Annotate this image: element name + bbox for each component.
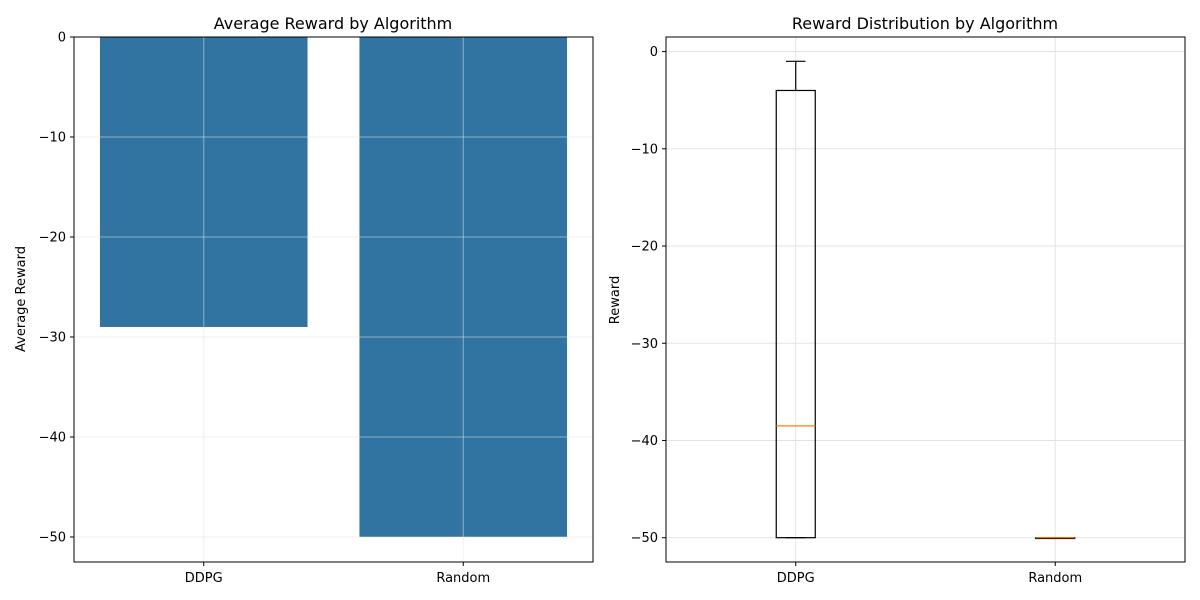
y-tick-label: −20 xyxy=(631,240,658,255)
bar-chart-title: Average Reward by Algorithm xyxy=(214,14,453,33)
y-tick-label: −20 xyxy=(39,231,66,246)
y-tick-label: −50 xyxy=(39,531,66,546)
bar-chart-x-ticks: DDPG Random xyxy=(185,562,490,586)
y-tick-label: −10 xyxy=(39,131,66,146)
y-tick-label: 0 xyxy=(58,31,66,46)
y-tick-label: −50 xyxy=(631,531,658,546)
box-chart-x-ticks: DDPG Random xyxy=(777,562,1082,586)
box-chart-title: Reward Distribution by Algorithm xyxy=(792,14,1058,33)
x-tick-label: Random xyxy=(1028,571,1082,586)
y-tick-label: −40 xyxy=(631,434,658,449)
box-chart: 0 −10 −20 −30 −40 −50 DDPG Random Reward Distr… xyxy=(608,14,1186,586)
y-tick-label: −40 xyxy=(39,431,66,446)
box-chart-boxes xyxy=(775,60,1076,540)
box-chart-y-axis-label: Reward xyxy=(608,276,623,324)
bar-chart: 0 −10 −20 −30 −40 −50 DDPG Random Average Rewa… xyxy=(14,14,594,586)
x-tick-label: DDPG xyxy=(185,571,223,586)
bar-chart-bars xyxy=(99,37,568,537)
box-chart-grid xyxy=(666,37,1185,562)
bar-chart-grid xyxy=(74,36,593,562)
y-tick-label: −30 xyxy=(39,331,66,346)
box-ddpg xyxy=(775,89,816,539)
bar-chart-y-ticks: 0 −10 −20 −30 −40 −50 xyxy=(39,31,74,546)
x-tick-label: Random xyxy=(436,571,490,586)
y-tick-label: 0 xyxy=(650,45,658,60)
bar-chart-y-axis-label: Average Reward xyxy=(14,246,29,352)
box-chart-y-ticks: 0 −10 −20 −30 −40 −50 xyxy=(631,45,666,546)
x-tick-label: DDPG xyxy=(777,571,815,586)
bar-chart-axes-frame xyxy=(73,36,594,563)
y-tick-label: −30 xyxy=(631,337,658,352)
y-tick-label: −10 xyxy=(631,142,658,157)
box-chart-axes-frame xyxy=(665,36,1186,563)
